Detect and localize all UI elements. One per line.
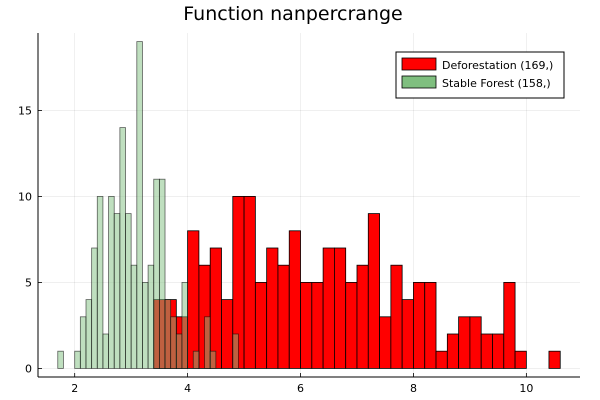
legend-label-stable-forest: Stable Forest (158,) (442, 77, 551, 90)
histogram-bar (243, 195, 256, 369)
histogram-bar (458, 316, 471, 369)
axes: 2 4 6 8 10 0 5 10 15 (18, 33, 580, 395)
histogram-bar (164, 299, 172, 369)
histogram-bar (413, 281, 426, 369)
histogram-bar (480, 333, 493, 369)
histogram-bar (125, 213, 132, 369)
histogram-bar (136, 41, 143, 369)
histogram-bar (221, 299, 234, 369)
histogram-bar (503, 281, 516, 369)
histogram-bar (158, 178, 166, 369)
histogram-bar (142, 281, 149, 369)
histogram-bar (209, 350, 217, 369)
legend-swatch-deforestation (401, 57, 437, 71)
histogram-bar (356, 264, 369, 369)
histogram-bar (209, 247, 222, 369)
chart-title: Function nanpercrange (183, 3, 402, 25)
histogram-bar (108, 195, 115, 369)
histogram-bar (311, 281, 324, 369)
x-tick-label: 4 (184, 382, 191, 395)
histogram-bar (57, 350, 64, 369)
histogram-bar (435, 350, 448, 369)
histogram-bar (424, 281, 437, 369)
histogram-bar (322, 247, 335, 369)
histogram-bar (181, 281, 189, 369)
legend: Deforestation (169,) Stable Forest (158,… (395, 51, 565, 99)
x-tick-label: 10 (519, 382, 533, 395)
histogram-bar (91, 247, 98, 369)
histogram-bar (147, 264, 155, 369)
histogram-bar (254, 281, 268, 369)
bars (57, 41, 561, 369)
histogram-bar (266, 247, 279, 369)
histogram-bar (74, 350, 81, 369)
histogram-bar (204, 316, 211, 369)
histogram-bar (469, 316, 482, 369)
histogram-bar (390, 264, 403, 369)
histogram-bar (288, 230, 301, 369)
legend-swatch-stable-forest (401, 75, 437, 89)
histogram-bar (79, 316, 87, 369)
histogram-bar (367, 213, 380, 369)
y-tick-label: 5 (25, 276, 32, 289)
histogram-bar (96, 195, 104, 369)
x-tick-label: 8 (410, 382, 417, 395)
histogram-bar (300, 281, 313, 369)
histogram-bar (113, 213, 121, 369)
histogram-bar (153, 178, 160, 369)
histogram-bar (85, 299, 93, 369)
histogram-bar (334, 247, 347, 369)
legend-label-deforestation: Deforestation (169,) (442, 59, 553, 72)
series-stable-forest (57, 41, 239, 369)
histogram-bar (379, 316, 392, 369)
x-tick-label: 6 (297, 382, 304, 395)
histogram-bar (102, 333, 109, 369)
histogram-bar (514, 350, 527, 369)
histogram-bar (345, 281, 358, 369)
histogram-bar (170, 316, 177, 369)
histogram-bar (119, 127, 126, 369)
histogram-bar (130, 264, 138, 369)
histogram-bar (401, 299, 414, 369)
histogram-bar (175, 333, 183, 369)
histogram-bar (548, 350, 561, 369)
histogram-bar (446, 333, 460, 369)
histogram-bar (187, 230, 200, 369)
x-tick-label: 2 (71, 382, 78, 395)
histogram-bar (492, 333, 505, 369)
histogram-bar (232, 333, 239, 369)
y-tick-label: 10 (18, 190, 32, 203)
y-tick-label: 15 (18, 104, 32, 117)
histogram-bar (192, 350, 200, 369)
y-tick-label: 0 (25, 362, 32, 375)
histogram-bar (277, 264, 290, 369)
